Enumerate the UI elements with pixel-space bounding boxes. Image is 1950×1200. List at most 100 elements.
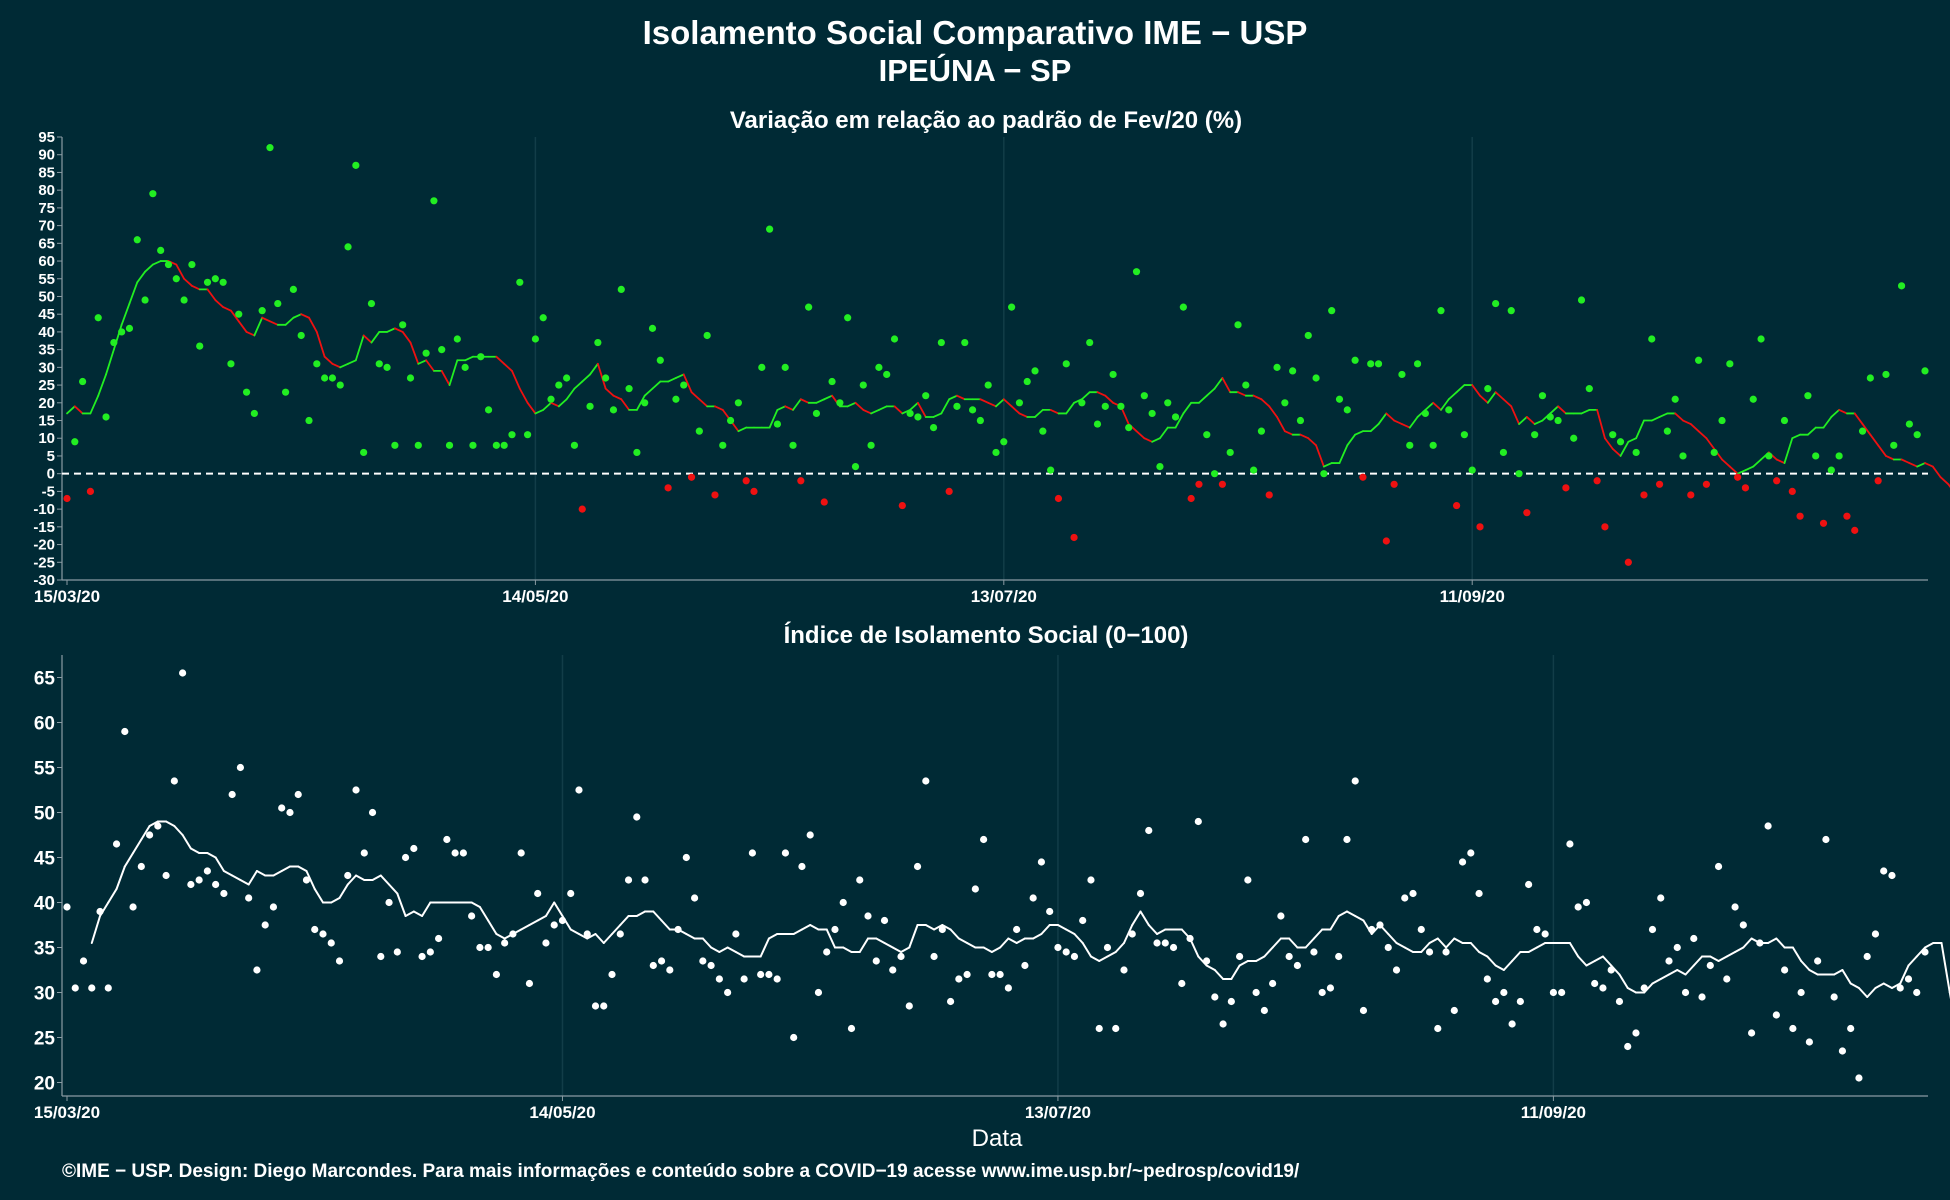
variation-point xyxy=(1203,431,1211,439)
variation-point xyxy=(1164,399,1172,407)
index-moving-average-segment xyxy=(619,915,630,926)
moving-average-segment xyxy=(393,327,404,333)
moving-average-segment xyxy=(1502,398,1513,408)
index-moving-average-segment xyxy=(536,915,547,922)
moving-average-segment xyxy=(1549,405,1559,415)
index-point xyxy=(1236,952,1244,961)
index-point xyxy=(476,943,484,952)
index-moving-average-segment xyxy=(1271,937,1282,949)
index-moving-average-segment xyxy=(412,910,424,917)
index-point xyxy=(542,939,550,947)
variation-point xyxy=(742,477,750,485)
moving-average-segment xyxy=(495,355,506,365)
index-moving-average-segment xyxy=(1337,910,1348,917)
variation-point xyxy=(1445,406,1453,414)
index-point xyxy=(179,669,187,677)
index-moving-average-segment xyxy=(231,874,242,881)
index-moving-average-segment xyxy=(1395,942,1406,949)
moving-average-segment xyxy=(651,380,662,390)
variation-point xyxy=(1695,356,1703,364)
moving-average-segment xyxy=(417,359,428,365)
variation-point xyxy=(297,331,305,340)
index-point xyxy=(583,930,591,938)
index-point xyxy=(484,943,492,952)
index-point xyxy=(1706,961,1714,970)
index-moving-average-segment xyxy=(272,870,283,877)
variation-point xyxy=(1687,491,1695,499)
moving-average-segment xyxy=(245,331,256,337)
index-point xyxy=(335,957,344,965)
index-moving-average-segment xyxy=(165,820,176,827)
index-point xyxy=(426,948,434,956)
variation-point xyxy=(1031,367,1039,375)
index-moving-average-segment xyxy=(924,924,936,931)
variation-point xyxy=(1398,370,1406,379)
moving-average-segment xyxy=(1658,412,1669,418)
moving-average-segment xyxy=(1674,412,1684,422)
moving-average-segment xyxy=(698,398,709,408)
moving-average-segment xyxy=(1315,444,1325,468)
moving-average-segment xyxy=(909,401,919,411)
variation-point xyxy=(1827,466,1835,474)
index-point xyxy=(1805,1038,1813,1046)
index-moving-average-segment xyxy=(355,874,366,881)
index-moving-average-segment xyxy=(726,946,737,953)
moving-average-segment xyxy=(612,394,623,401)
index-moving-average-segment xyxy=(1857,987,1869,998)
variation-point xyxy=(1242,381,1250,389)
moving-average-segment xyxy=(464,355,474,362)
index-moving-average-segment xyxy=(1213,969,1225,980)
variation-point xyxy=(609,406,618,414)
index-point xyxy=(1335,952,1343,961)
index-point xyxy=(1186,934,1194,943)
index-moving-average-segment xyxy=(1734,946,1745,953)
moving-average-segment xyxy=(1682,419,1692,425)
index-moving-average-segment xyxy=(1709,955,1720,962)
variation-point xyxy=(149,190,157,198)
index-point xyxy=(261,921,269,929)
index-moving-average-segment xyxy=(1312,928,1324,940)
index-point xyxy=(360,849,368,857)
variation-point xyxy=(641,399,649,407)
index-moving-average-segment xyxy=(1445,937,1456,949)
index-moving-average-segment xyxy=(1098,955,1109,962)
index-point xyxy=(1516,997,1524,1006)
variation-point xyxy=(94,314,102,322)
variation-point xyxy=(914,413,922,421)
y-tick-label: 30 xyxy=(38,359,55,376)
variation-point xyxy=(461,363,469,371)
index-moving-average-segment xyxy=(123,852,135,868)
variation-point xyxy=(274,299,282,308)
index-point xyxy=(525,979,534,988)
variation-point xyxy=(867,441,875,449)
index-moving-average-segment xyxy=(900,946,911,953)
variation-point xyxy=(266,144,274,152)
index-point xyxy=(1095,1024,1103,1033)
variation-point xyxy=(1008,303,1016,311)
index-point xyxy=(112,840,121,848)
index-point xyxy=(608,970,616,979)
index-moving-average-segment xyxy=(1015,937,1026,944)
index-moving-average-segment xyxy=(1502,960,1514,971)
index-moving-average-segment xyxy=(966,942,977,949)
index-point xyxy=(946,997,955,1006)
variation-point xyxy=(703,331,711,340)
variation-point xyxy=(547,395,555,403)
moving-average-segment xyxy=(784,405,794,411)
variation-point xyxy=(1843,512,1851,520)
index-moving-average-segment xyxy=(569,928,580,935)
variation-point xyxy=(352,161,360,169)
moving-average-segment xyxy=(987,401,997,408)
moving-average-segment xyxy=(1916,462,1926,468)
index-moving-average-segment xyxy=(1907,955,1918,967)
moving-average-segment xyxy=(667,377,677,383)
index-point xyxy=(1657,894,1665,902)
index-moving-average-segment xyxy=(792,928,803,935)
y-tick-label: 50 xyxy=(34,804,55,825)
variation-point xyxy=(79,377,87,386)
index-point xyxy=(1789,1024,1797,1033)
variation-point xyxy=(648,324,657,332)
variation-point xyxy=(875,363,883,371)
index-point xyxy=(1145,826,1153,835)
